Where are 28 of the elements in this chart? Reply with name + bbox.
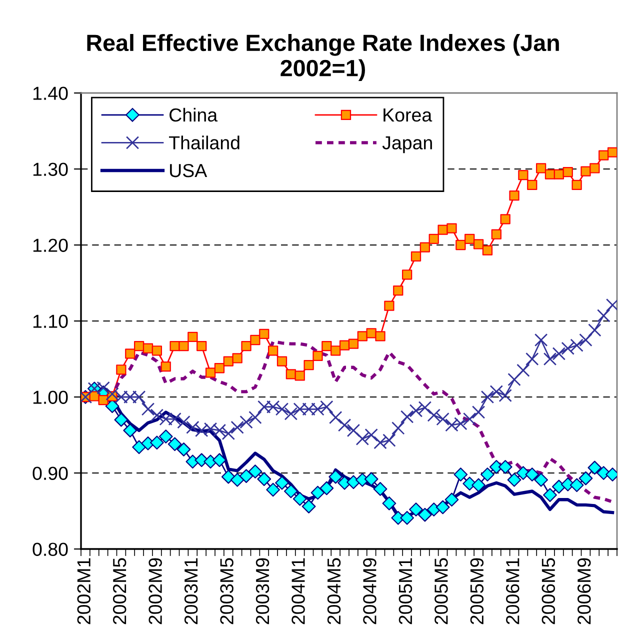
x-tick-label: 2003M5 xyxy=(220,558,234,624)
x-tick-label: 2002M9 xyxy=(148,558,162,624)
x-tick-label: 2006M1 xyxy=(506,558,520,624)
y-tick-label: 1.10 xyxy=(33,314,68,328)
legend-label: China xyxy=(170,108,218,122)
x-tick-label: 2004M1 xyxy=(292,558,305,624)
y-tick-label: 1.00 xyxy=(33,390,68,404)
legend-label: Korea xyxy=(384,108,432,122)
x-tick-label: 2003M1 xyxy=(184,558,198,624)
x-tick-label: 2004M9 xyxy=(363,558,376,624)
x-tick-label: 2002M1 xyxy=(77,558,90,624)
x-tick-label: 2005M1 xyxy=(398,558,412,624)
y-tick-label: 1.20 xyxy=(33,238,68,252)
x-tick-label: 2002M5 xyxy=(112,558,126,624)
x-tick-label: 2003M9 xyxy=(256,558,270,624)
y-tick-label: 1.30 xyxy=(33,162,68,176)
legend-label: Japan xyxy=(382,136,432,154)
x-tick-label: 2005M9 xyxy=(470,558,484,624)
x-tick-label: 2004M5 xyxy=(327,558,341,624)
y-tick-label: 1.40 xyxy=(33,86,68,100)
chart-title: Real Effective Exchange Rate Indexes (Jan 2002=1) xyxy=(87,34,559,81)
x-tick-label: 2005M5 xyxy=(434,558,448,624)
y-tick-label: 0.80 xyxy=(32,542,68,556)
y-tick-label: 0.90 xyxy=(32,466,68,480)
legend-label: Thailand xyxy=(169,136,240,150)
x-tick-label: 2006M9 xyxy=(577,558,591,624)
x-tick-label: 2006M5 xyxy=(542,558,556,624)
legend-label: USA xyxy=(170,164,208,178)
